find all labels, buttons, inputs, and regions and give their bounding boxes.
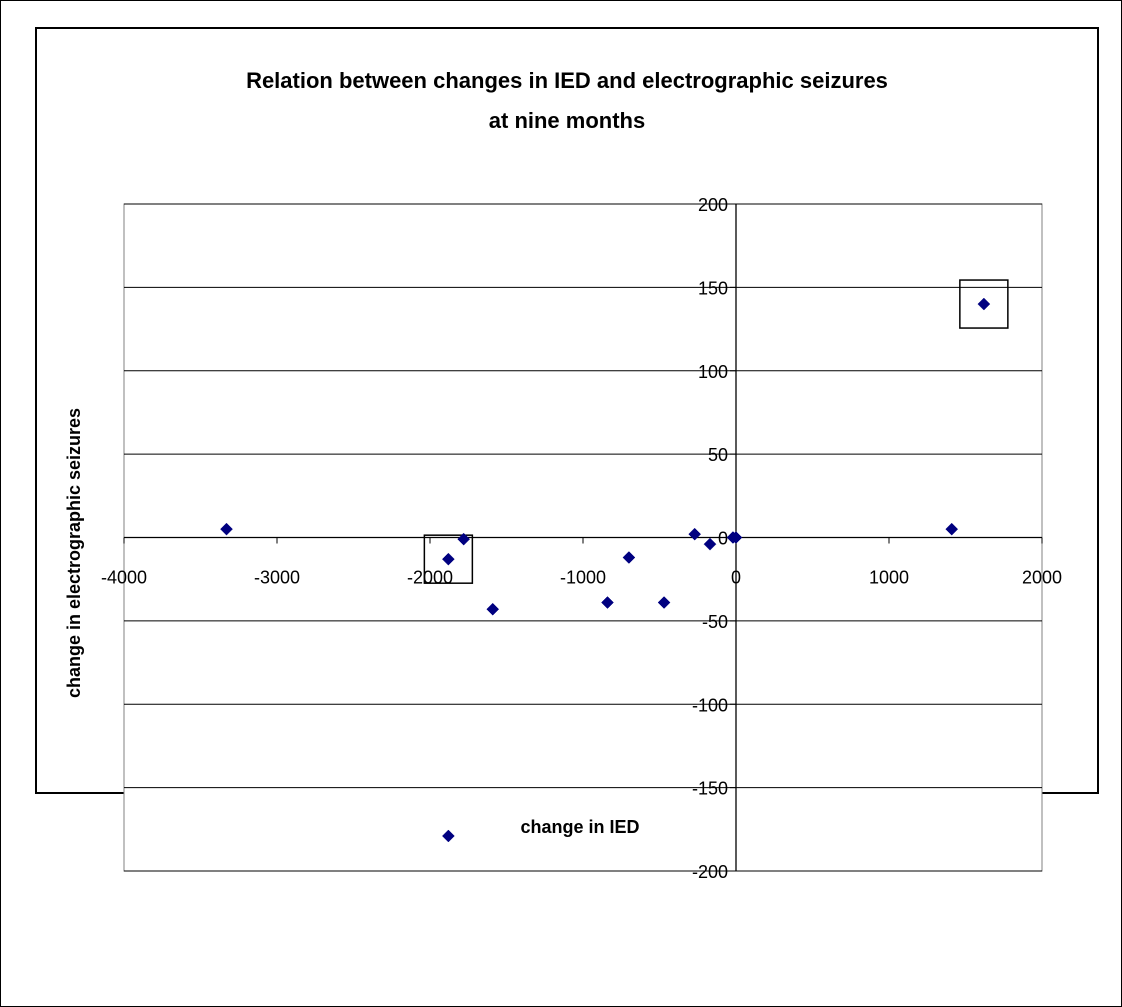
y-axis-title: change in electrographic seizures [64, 408, 84, 698]
x-tick-label: 2000 [1022, 568, 1062, 588]
x-tick-label: 0 [731, 568, 741, 588]
data-point [977, 297, 991, 311]
data-point [657, 596, 671, 609]
data-point [601, 596, 614, 609]
y-tick-label: 200 [698, 195, 728, 215]
x-axis-title: change in IED [520, 817, 639, 837]
x-tick-label: -1000 [560, 568, 606, 588]
data-point [703, 537, 717, 551]
data-point [729, 531, 743, 544]
data-point [486, 602, 500, 616]
y-tick-label: 150 [698, 278, 728, 298]
data-point [220, 522, 233, 536]
chart-title-line-2: at nine months [489, 108, 645, 133]
highlight-box [959, 279, 1009, 329]
x-tick-label: -3000 [254, 568, 300, 588]
x-tick-label: -2000 [407, 568, 453, 588]
x-tick-label: 1000 [869, 568, 909, 588]
highlight-box [423, 534, 474, 584]
x-tick-label: -4000 [101, 568, 147, 588]
data-point [622, 551, 636, 564]
y-tick-label: 100 [698, 362, 728, 382]
y-tick-label: -50 [702, 612, 728, 632]
data-point [688, 527, 702, 541]
y-tick-label: -100 [692, 695, 728, 715]
y-tick-label: 50 [708, 445, 728, 465]
y-tick-label: -150 [692, 779, 728, 799]
y-tick-label: -200 [692, 862, 728, 882]
chart-title-line-1: Relation between changes in IED and elec… [246, 68, 888, 93]
y-tick-label: 0 [718, 529, 728, 549]
plot-area: -4000 -3000 -2000 -1000 0 1000 2000-200-150-10… [101, 195, 1062, 882]
data-point [945, 522, 959, 536]
data-point [442, 552, 455, 566]
data-point [457, 532, 471, 546]
data-point [442, 829, 455, 843]
